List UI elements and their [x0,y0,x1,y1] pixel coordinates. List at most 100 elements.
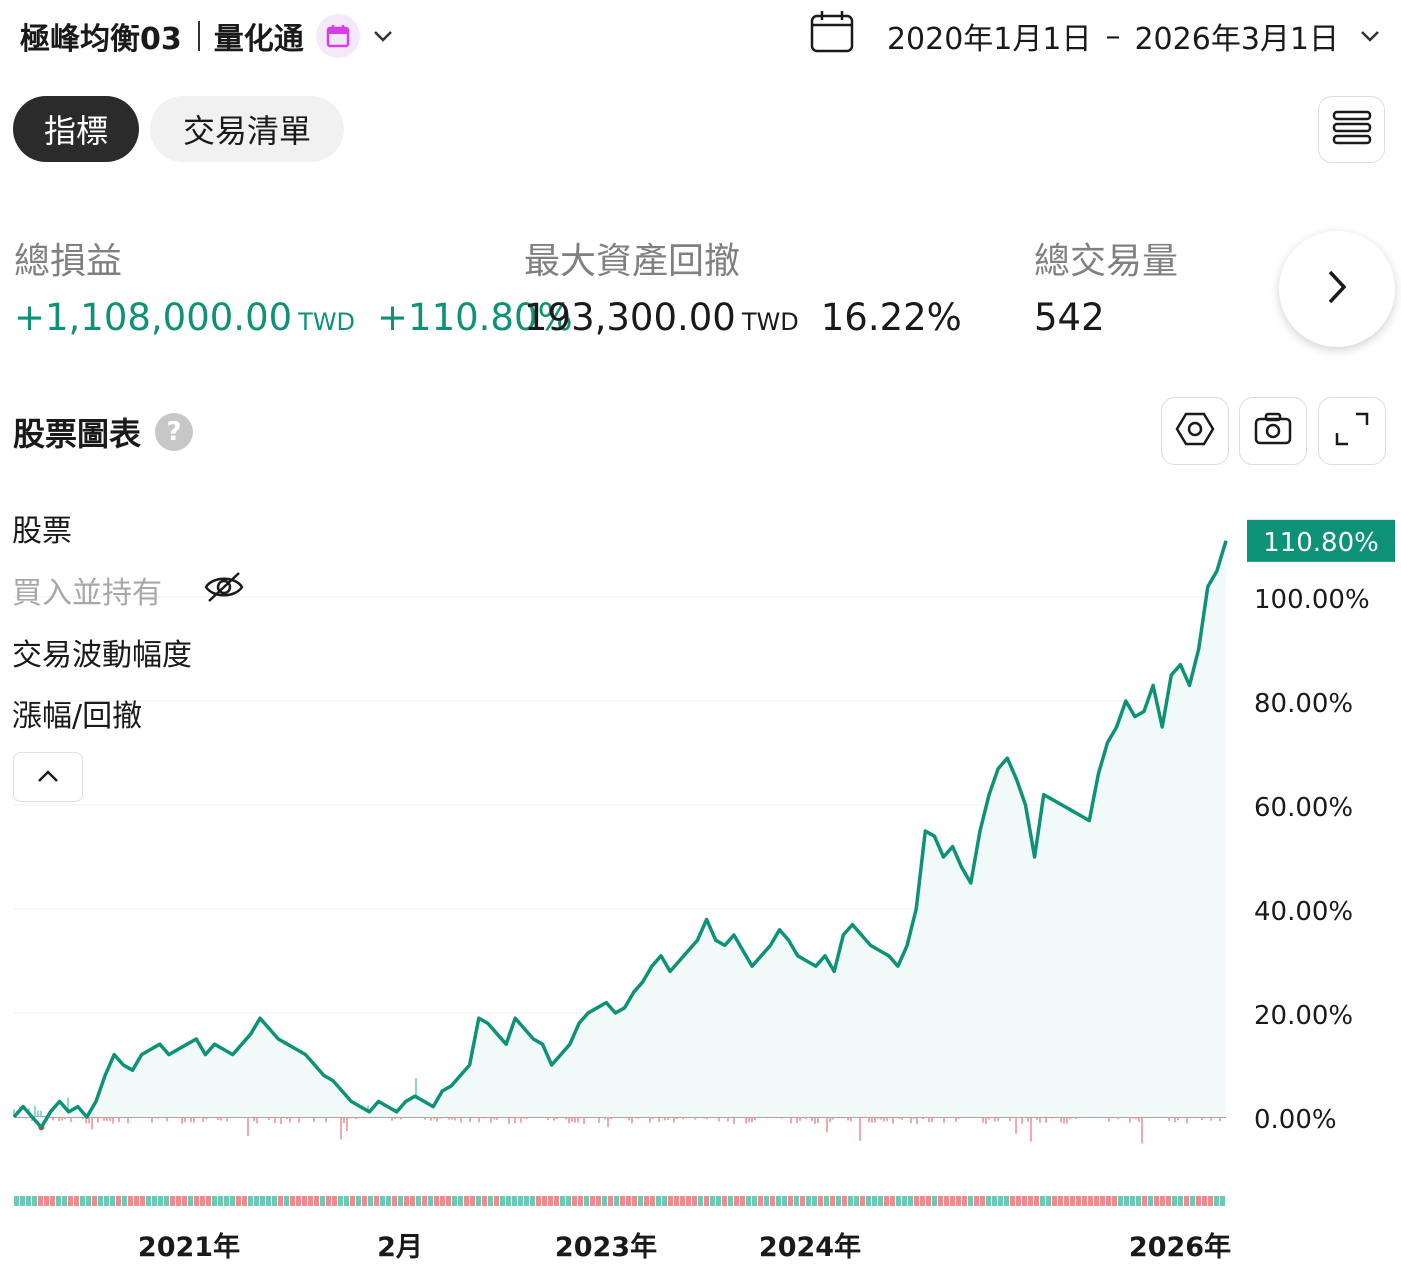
gain-drawdown-segment [176,1196,181,1206]
gain-drawdown-segment [1202,1196,1207,1206]
gain-drawdown-segment [734,1196,739,1206]
date-separator: – [1105,18,1121,54]
gain-drawdown-segment [926,1196,931,1206]
gain-drawdown-segment [398,1196,403,1206]
help-icon[interactable]: ? [155,413,194,451]
gain-drawdown-segment [68,1196,73,1206]
equity-area [14,540,1226,1128]
gain-drawdown-segment [668,1196,673,1206]
gain-drawdown-segment [920,1196,925,1206]
gain-drawdown-segment [584,1196,589,1206]
gain-drawdown-segment [14,1196,19,1206]
tab-indicators[interactable]: 指標 [13,96,139,162]
chevron-down-icon[interactable] [1359,29,1381,43]
collapse-legend-button[interactable] [13,752,83,802]
gain-drawdown-segment [800,1196,805,1206]
fullscreen-button[interactable] [1318,397,1386,465]
eye-off-icon[interactable] [203,570,245,608]
legend-item-trade-volatility[interactable]: 交易波動幅度 [12,638,192,673]
gain-drawdown-segment [464,1196,469,1206]
gain-drawdown-segment [56,1196,61,1206]
gain-drawdown-segment [770,1196,775,1206]
camera-icon [1253,411,1293,451]
gain-drawdown-segment [602,1196,607,1206]
gain-drawdown-segment [524,1196,529,1206]
max-drawdown-amount: 193,300.00 [524,296,736,339]
gain-drawdown-segment [566,1196,571,1206]
gain-drawdown-segment [254,1196,259,1206]
gain-drawdown-segment [638,1196,643,1206]
date-start: 2020年1月1日 [886,22,1092,57]
gain-drawdown-segment [884,1196,889,1206]
gain-drawdown-segment [752,1196,757,1206]
gain-drawdown-segment [158,1196,163,1206]
gain-drawdown-segment [332,1196,337,1206]
gain-drawdown-segment [746,1196,751,1206]
gain-drawdown-segment [542,1196,547,1206]
gain-drawdown-segment [206,1196,211,1206]
legend-item-buy-and-hold[interactable]: 買入並持有 [12,576,162,611]
gain-drawdown-segment [38,1196,43,1206]
platform-name: 量化通 [213,22,304,57]
gain-drawdown-segment [1070,1196,1075,1206]
gain-drawdown-segment [716,1196,721,1206]
gain-drawdown-segment [344,1196,349,1206]
gain-drawdown-segment [590,1196,595,1206]
gain-drawdown-segment [338,1196,343,1206]
next-metrics-button[interactable] [1279,231,1395,347]
gain-drawdown-segment [1160,1196,1165,1206]
gain-drawdown-segment [776,1196,781,1206]
chevron-right-icon [1324,268,1350,310]
gain-drawdown-segment [182,1196,187,1206]
gain-drawdown-segment [1100,1196,1105,1206]
gain-drawdown-segment [836,1196,841,1206]
date-range-picker[interactable]: 2020年1月1日 – 2026年3月1日 [809,10,1381,62]
y-tick-label: 40.00% [1254,897,1353,927]
gain-drawdown-segment [1136,1196,1141,1206]
gain-drawdown-segment [44,1196,49,1206]
menu-button[interactable] [1318,96,1385,163]
gain-drawdown-segment [1148,1196,1153,1206]
gain-drawdown-segment [572,1196,577,1206]
gain-drawdown-segment [86,1196,91,1206]
gain-drawdown-segment [200,1196,205,1206]
gain-drawdown-segment [1082,1196,1087,1206]
gain-drawdown-segment [452,1196,457,1206]
gain-drawdown-segment [698,1196,703,1206]
gain-drawdown-segment [824,1196,829,1206]
gain-drawdown-segment [968,1196,973,1206]
gain-drawdown-segment [650,1196,655,1206]
tab-trade-list[interactable]: 交易清單 [150,96,344,162]
chart-section-title: 股票圖表 ? [13,410,194,454]
gain-drawdown-segment [1094,1196,1099,1206]
chart-settings-button[interactable] [1161,397,1229,465]
y-tick-label: 60.00% [1254,793,1353,823]
total-pnl-label: 總損益 [14,241,123,282]
screenshot-button[interactable] [1239,397,1307,465]
gain-drawdown-segment [26,1196,31,1206]
x-tick-label: 2月 [377,1232,423,1263]
last-value-label: 110.80% [1263,528,1379,558]
gain-drawdown-segment [692,1196,697,1206]
gain-drawdown-segment [506,1196,511,1206]
gain-drawdown-segment [92,1196,97,1206]
gain-drawdown-segment [416,1196,421,1206]
gain-drawdown-segment [80,1196,85,1206]
gain-drawdown-segment [674,1196,679,1206]
strategy-selector[interactable]: 極峰均衡03 量化通 [20,14,394,58]
expand-icon [1332,409,1372,453]
equity-chart[interactable]: 0.00% 20.00% 40.00% 60.00% 80.00% 100.00% 110.… [0,480,1401,1265]
legend-item-stock[interactable]: 股票 [12,514,72,549]
gain-drawdown-segment [116,1196,121,1206]
chevron-down-icon[interactable] [372,29,394,43]
y-tick-label: 20.00% [1254,1001,1353,1031]
gain-drawdown-segment [578,1196,583,1206]
legend-item-gain-drawdown[interactable]: 漲幅/回撤 [12,699,143,734]
gain-drawdown-segment [386,1196,391,1206]
gain-drawdown-segment [902,1196,907,1206]
gain-drawdown-segment [782,1196,787,1206]
chevron-up-icon [36,768,60,787]
list-icon [1332,108,1372,152]
gain-drawdown-segment [806,1196,811,1206]
gain-drawdown-segment [620,1196,625,1206]
